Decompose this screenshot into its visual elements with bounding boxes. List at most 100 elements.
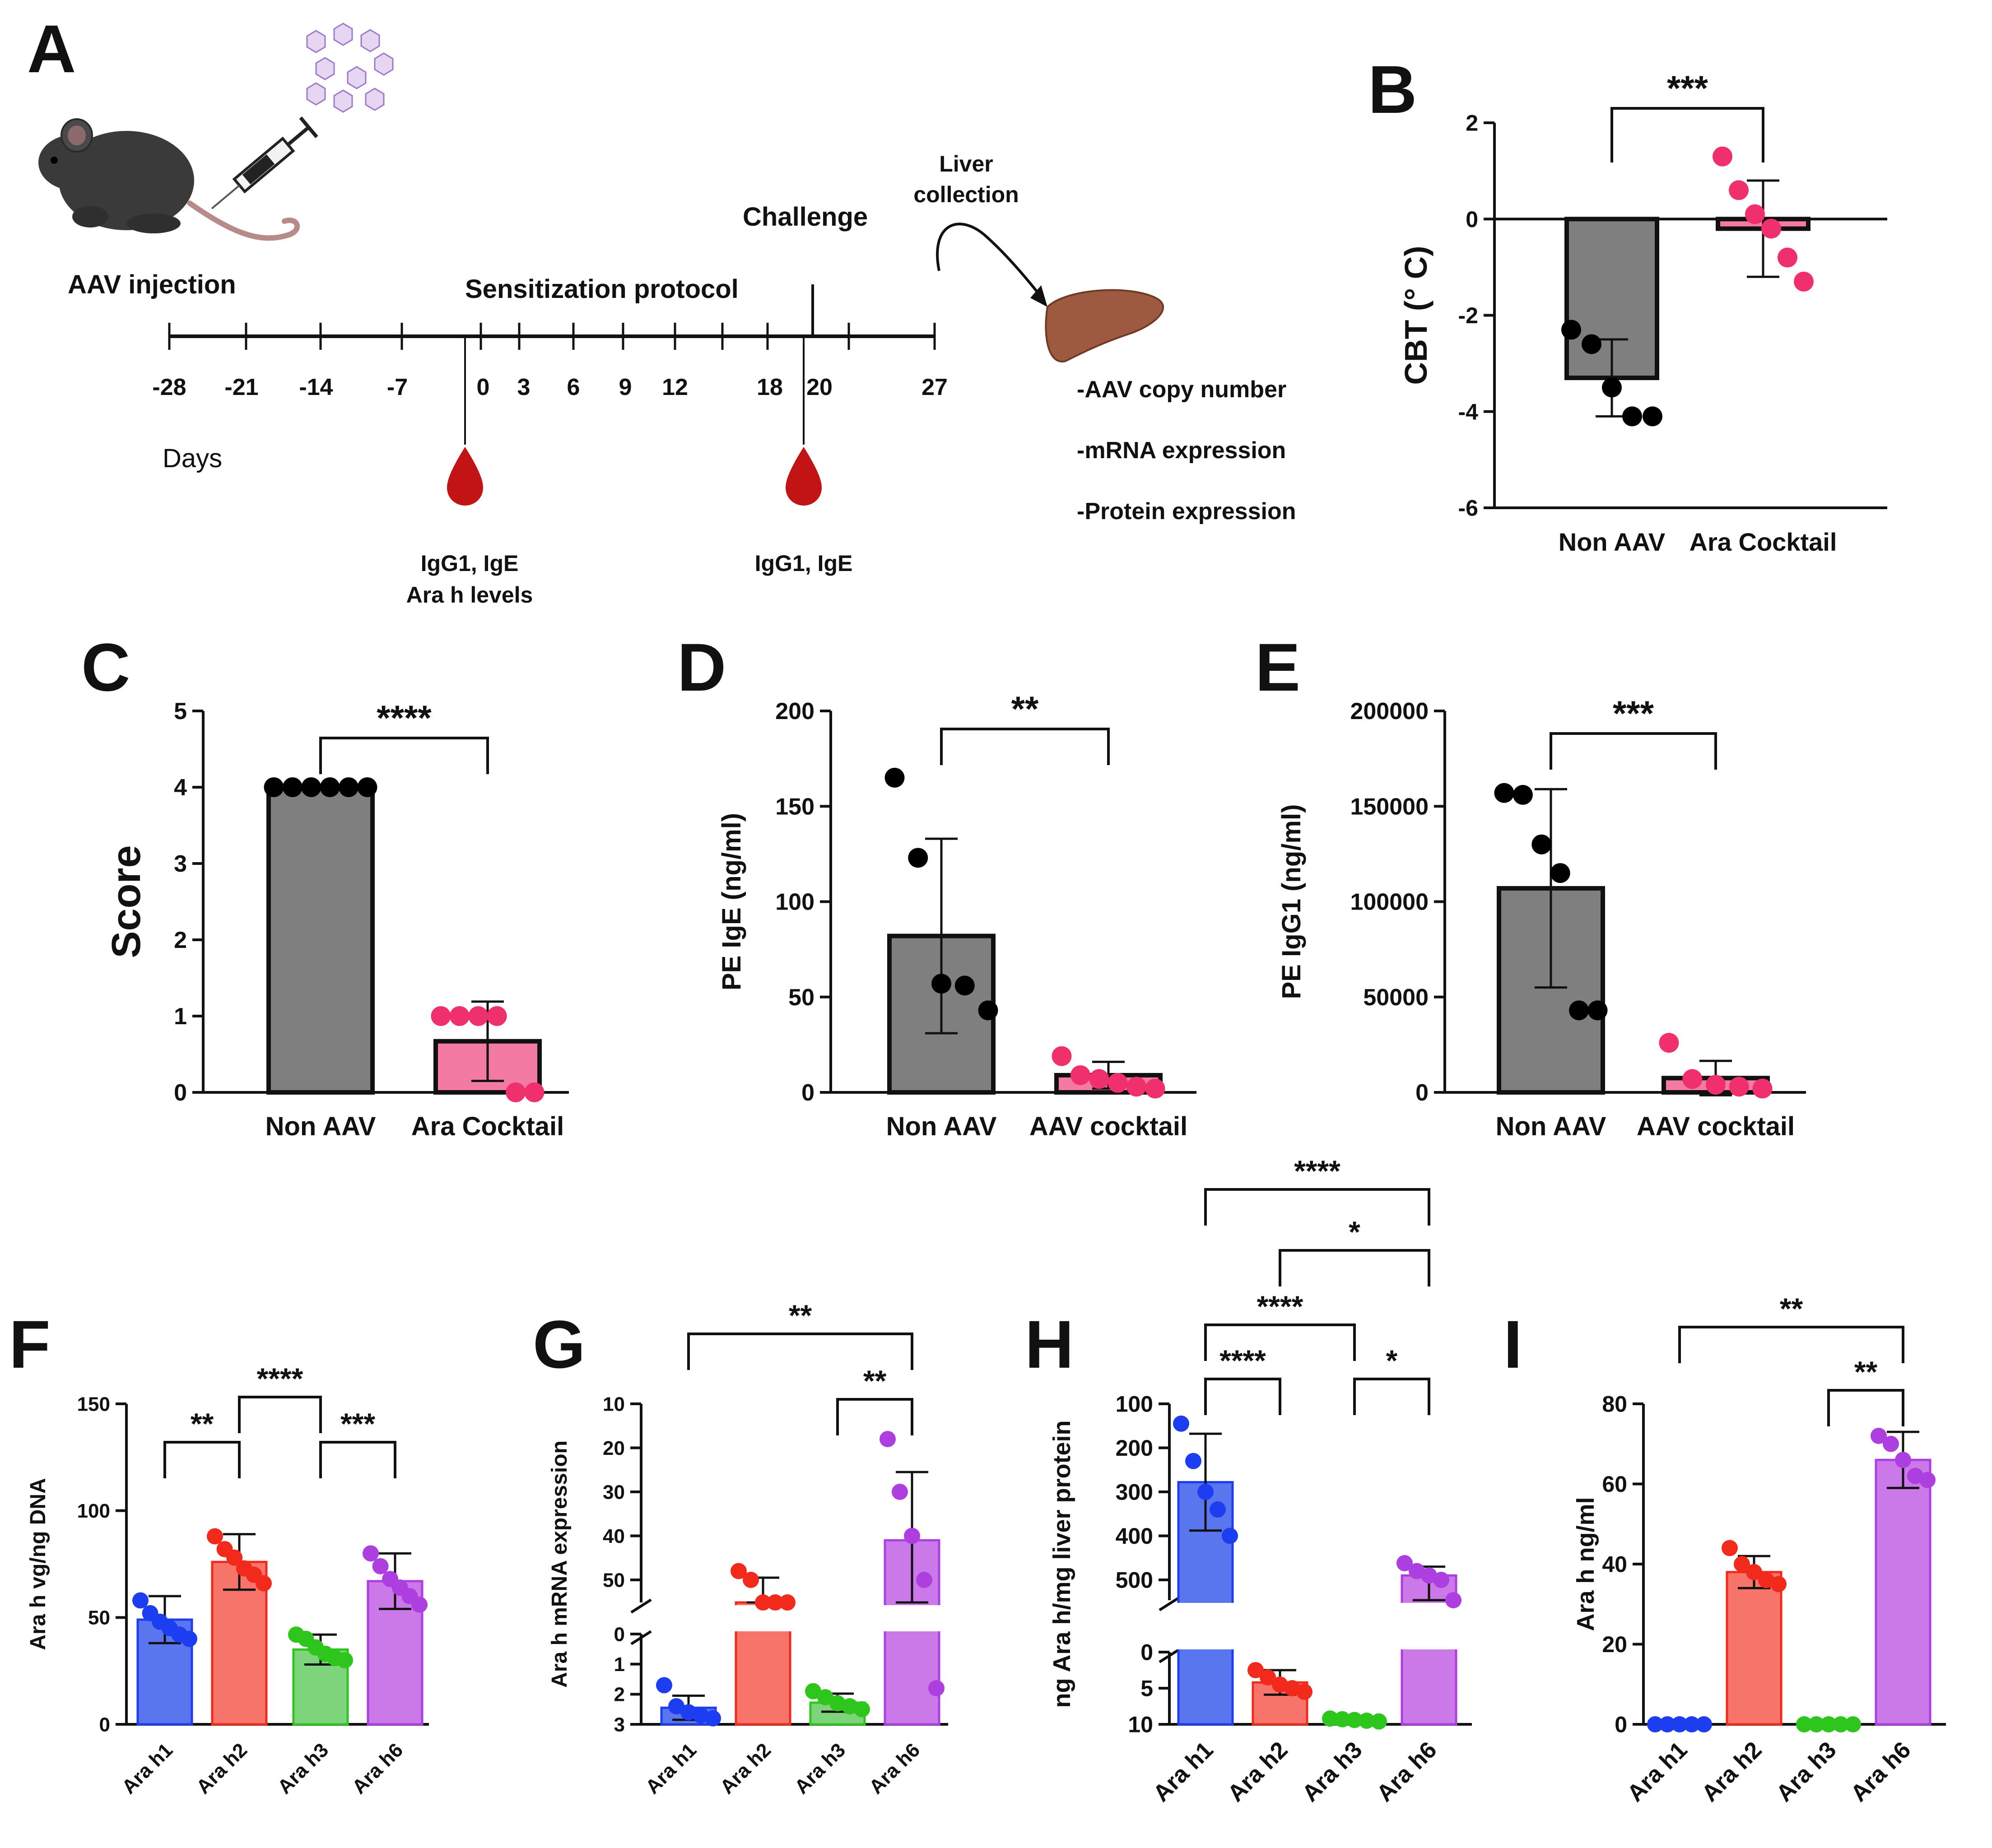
data-point bbox=[978, 1000, 998, 1021]
data-point bbox=[339, 777, 359, 797]
y-tick-label: 20 bbox=[1602, 1632, 1627, 1657]
significance-label: *** bbox=[1667, 68, 1708, 108]
data-point bbox=[656, 1677, 672, 1694]
data-point bbox=[1284, 1680, 1300, 1696]
y-axis-label: PE IgE (ng/ml) bbox=[717, 813, 746, 990]
y-tick-label: 200 bbox=[1116, 1435, 1153, 1461]
data-point bbox=[449, 1006, 470, 1026]
timeline-tick-label: 3 bbox=[517, 374, 531, 400]
liver-arrow-icon bbox=[936, 223, 1040, 294]
data-point bbox=[817, 1689, 833, 1705]
category-label: Ara h6 bbox=[348, 1739, 407, 1798]
data-point bbox=[1561, 320, 1581, 340]
data-point bbox=[1770, 1576, 1787, 1593]
data-point bbox=[1729, 1077, 1749, 1097]
data-point bbox=[1647, 1716, 1663, 1732]
significance-label: ** bbox=[1011, 689, 1039, 729]
data-point bbox=[908, 848, 928, 868]
significance-bracket bbox=[687, 1333, 913, 1370]
y-tick-label: 0 bbox=[1140, 1640, 1153, 1665]
axis-break-mark bbox=[630, 1598, 652, 1614]
y-tick-label: 0 bbox=[99, 1713, 110, 1736]
data-point bbox=[487, 1006, 507, 1026]
data-point bbox=[1070, 1065, 1090, 1085]
output-mrna-expression: -mRNA expression bbox=[1077, 437, 1286, 464]
panel-letter-c: C bbox=[81, 629, 130, 705]
data-point bbox=[1052, 1046, 1072, 1066]
significance-bracket bbox=[1550, 732, 1717, 770]
y-tick-label: 150 bbox=[77, 1393, 110, 1415]
bar-break bbox=[881, 1605, 943, 1631]
data-point bbox=[1346, 1712, 1363, 1728]
chart-f-vg-dna: 150 100 50 0 Ara h vg/ng DNA Ara h1 Ara h2 Ara … bbox=[26, 1362, 429, 1798]
data-point bbox=[1643, 406, 1662, 427]
data-point bbox=[1871, 1428, 1887, 1444]
timeline-tick-label: 18 bbox=[757, 374, 783, 400]
significance-bracket bbox=[1353, 1378, 1430, 1415]
data-point bbox=[372, 1558, 389, 1574]
data-point bbox=[1682, 1069, 1703, 1089]
axis-break-mark bbox=[630, 1630, 652, 1645]
data-point bbox=[829, 1695, 846, 1712]
data-point bbox=[1622, 406, 1642, 427]
data-point bbox=[282, 777, 303, 797]
category-label: Ara h2 bbox=[716, 1739, 775, 1798]
significance-label: **** bbox=[1294, 1154, 1340, 1188]
challenge-label: Challenge bbox=[743, 202, 868, 232]
timeline-tick-label: 20 bbox=[806, 374, 833, 400]
y-tick-label: 80 bbox=[1602, 1392, 1627, 1417]
y-tick-label: 30 bbox=[603, 1481, 625, 1503]
y-tick-label: 40 bbox=[1602, 1552, 1627, 1577]
data-point bbox=[264, 777, 284, 797]
y-tick-label: 1 bbox=[174, 1003, 187, 1030]
data-point bbox=[1734, 1556, 1750, 1572]
y-tick-label: 10 bbox=[1128, 1712, 1153, 1737]
bleed-1-line-1: IgG1, IgE bbox=[421, 551, 519, 576]
days-label: Days bbox=[163, 444, 222, 473]
category-label: Ara h2 bbox=[192, 1739, 251, 1798]
y-tick-label: 50 bbox=[88, 1607, 110, 1629]
data-point bbox=[1247, 1662, 1264, 1678]
data-point bbox=[1684, 1716, 1700, 1732]
timeline-tick-label: -21 bbox=[224, 374, 258, 400]
data-point bbox=[1145, 1078, 1165, 1099]
y-tick-label: 100000 bbox=[1350, 889, 1429, 915]
panel-letter-b: B bbox=[1368, 51, 1417, 127]
data-point bbox=[1494, 783, 1514, 803]
data-point bbox=[1587, 1000, 1608, 1021]
data-point bbox=[1089, 1069, 1109, 1089]
timeline-tick-label: 6 bbox=[567, 374, 580, 400]
y-tick-label: 50000 bbox=[1363, 984, 1429, 1011]
data-point bbox=[680, 1704, 697, 1721]
data-point bbox=[1752, 1078, 1773, 1099]
significance-bracket bbox=[836, 1398, 913, 1435]
y-tick-label: 10 bbox=[603, 1393, 625, 1415]
y-tick-label: 1 bbox=[614, 1653, 625, 1676]
data-point bbox=[226, 1549, 243, 1566]
significance-bracket bbox=[1610, 107, 1764, 163]
y-tick-label: 0 bbox=[801, 1080, 814, 1106]
significance-label: ** bbox=[863, 1364, 887, 1398]
liver-icon bbox=[1045, 289, 1164, 362]
y-tick-label: 0 bbox=[1615, 1712, 1627, 1737]
data-point bbox=[1550, 863, 1570, 883]
data-point bbox=[1659, 1716, 1676, 1732]
significance-label: **** bbox=[1219, 1344, 1266, 1377]
y-axis-label: CBT (° C) bbox=[1398, 246, 1433, 385]
y-tick-label: 5 bbox=[174, 698, 187, 724]
category-label: AAV cocktail bbox=[1029, 1112, 1187, 1141]
timeline-axis: -28 -21 -14 -7 0 3 6 9 12 18 20 27 bbox=[152, 284, 948, 400]
data-point bbox=[1778, 247, 1797, 268]
category-label: Non AAV bbox=[265, 1112, 376, 1141]
data-point bbox=[1296, 1684, 1312, 1700]
significance-bracket bbox=[1204, 1378, 1281, 1415]
data-point bbox=[524, 1082, 545, 1102]
panel-a: A bbox=[27, 11, 1296, 608]
chart-i-ng-ml: 80 60 40 20 0 Ara h ng/ml Ara h1 Ara h2 Ara h3 Ar… bbox=[1572, 1292, 1946, 1807]
significance-bracket bbox=[163, 1441, 241, 1478]
significance-label: ** bbox=[1854, 1355, 1878, 1388]
y-tick-label: -2 bbox=[1458, 303, 1478, 328]
data-point bbox=[954, 975, 975, 996]
data-point bbox=[1396, 1555, 1413, 1571]
y-axis-label: ng Ara h/mg liver protein bbox=[1048, 1420, 1075, 1708]
